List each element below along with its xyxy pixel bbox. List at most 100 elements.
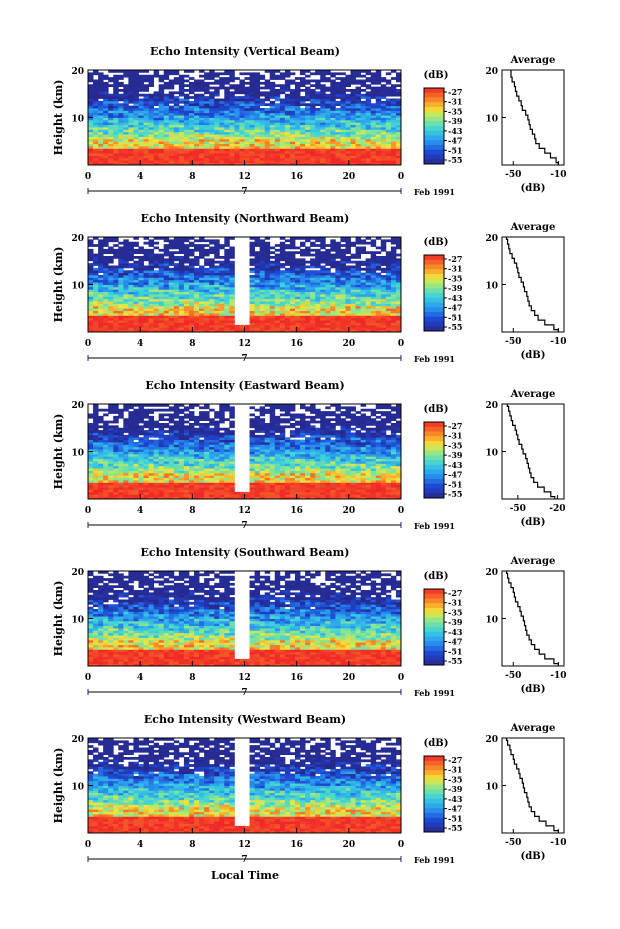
- heatmap-cell: [315, 315, 321, 319]
- heatmap-cell: [259, 308, 266, 312]
- heatmap-cell: [138, 129, 144, 133]
- heatmap-cell: [350, 81, 356, 85]
- heatmap-cell: [214, 320, 220, 323]
- heatmap-cell: [395, 108, 402, 111]
- heatmap-cell: [88, 327, 94, 331]
- heatmap-cell: [194, 298, 200, 302]
- heatmap-cell: [194, 81, 200, 85]
- heatmap-cell: [194, 105, 200, 109]
- heatmap-cell: [254, 275, 261, 278]
- heatmap-cell: [320, 119, 326, 123]
- heatmap-cell: [294, 267, 301, 271]
- heatmap-cell: [88, 146, 94, 149]
- heatmap-cell: [380, 284, 387, 288]
- heatmap-cell: [224, 289, 230, 293]
- heatmap-cell: [214, 487, 220, 490]
- heatmap-cell: [330, 289, 336, 293]
- heatmap-cell: [395, 489, 402, 493]
- heatmap-cell: [360, 81, 367, 85]
- heatmap-cell: [103, 127, 109, 130]
- heatmap-cell: [390, 112, 397, 116]
- heatmap-cell: [183, 146, 190, 149]
- heatmap-cell: [209, 270, 215, 274]
- heatmap-cell: [133, 129, 139, 133]
- colorbar-band: [424, 312, 444, 318]
- heatmap-cell: [133, 256, 139, 259]
- heatmap-cell: [294, 277, 301, 281]
- heatmap-cell: [188, 294, 195, 297]
- heatmap-cell: [390, 153, 397, 156]
- heatmap-cell: [204, 91, 210, 95]
- heatmap-cell: [239, 103, 245, 107]
- heatmap-cell: [214, 324, 220, 328]
- heatmap-cell: [168, 148, 175, 152]
- heatmap-cell: [315, 131, 321, 135]
- heatmap-cell: [249, 491, 255, 495]
- heatmap-cell: [269, 315, 276, 319]
- heatmap-cell: [310, 484, 316, 488]
- heatmap-cell: [300, 241, 306, 245]
- heatmap-cell: [269, 136, 276, 140]
- heatmap-cell: [103, 289, 109, 293]
- heatmap-cell: [229, 310, 235, 314]
- heatmap-cell: [330, 248, 336, 252]
- heatmap-cell: [229, 482, 235, 486]
- heatmap-cell: [370, 267, 377, 271]
- heatmap-cell: [163, 162, 170, 166]
- heatmap-cell: [229, 124, 235, 128]
- heatmap-cell: [128, 305, 134, 309]
- heatmap-cell: [199, 100, 205, 104]
- heatmap-cell: [138, 74, 144, 78]
- heatmap-cell: [153, 329, 160, 333]
- heatmap-cell: [103, 329, 109, 333]
- heatmap-cell: [370, 270, 377, 274]
- heatmap-cell: [133, 81, 139, 85]
- heatmap-cell: [229, 246, 235, 250]
- heatmap-cell: [128, 115, 134, 118]
- heatmap-cell: [204, 301, 210, 304]
- heatmap-cell: [269, 279, 276, 283]
- heatmap-cell: [234, 160, 240, 164]
- heatmap-cell: [219, 301, 225, 304]
- heatmap-cell: [279, 296, 286, 300]
- heatmap-cell: [284, 143, 291, 147]
- heatmap-cell: [380, 105, 387, 109]
- heatmap-cell: [163, 115, 170, 118]
- heatmap-cell: [143, 77, 149, 80]
- heatmap-cell: [315, 258, 321, 262]
- heatmap-cell: [350, 256, 356, 259]
- heatmap-cell: [133, 491, 139, 495]
- heatmap-cell: [269, 110, 276, 114]
- heatmap-cell: [128, 277, 134, 281]
- heatmap-cell: [395, 322, 402, 326]
- heatmap-cell: [163, 237, 170, 240]
- heatmap-cell: [355, 484, 362, 488]
- heatmap-cell: [355, 253, 362, 257]
- heatmap-cell: [254, 103, 261, 107]
- heatmap-cell: [385, 315, 392, 319]
- heatmap-cell: [219, 256, 225, 259]
- heatmap-cell: [325, 313, 331, 316]
- heatmap-cell: [289, 303, 296, 307]
- heatmap-cell: [289, 315, 296, 319]
- heatmap-cell: [385, 313, 392, 316]
- heatmap-cell: [244, 105, 250, 109]
- heatmap-cell: [395, 282, 402, 285]
- heatmap-cell: [214, 103, 220, 107]
- heatmap-cell: [269, 150, 276, 154]
- heatmap-cell: [229, 146, 235, 149]
- average-y-tick-label: 10: [485, 282, 498, 292]
- heatmap-cell: [93, 143, 99, 147]
- heatmap-cell: [138, 298, 144, 302]
- heatmap-cell: [178, 494, 185, 498]
- heatmap-cell: [224, 329, 230, 333]
- heatmap-cell: [118, 157, 124, 161]
- heatmap-cell: [183, 320, 190, 323]
- heatmap-cell: [138, 81, 144, 85]
- heatmap-cell: [269, 494, 276, 498]
- heatmap-cell: [123, 155, 129, 159]
- average-title: Average: [510, 222, 556, 233]
- heatmap-cell: [128, 74, 134, 78]
- heatmap-cell: [365, 329, 372, 333]
- heatmap-cell: [390, 150, 397, 154]
